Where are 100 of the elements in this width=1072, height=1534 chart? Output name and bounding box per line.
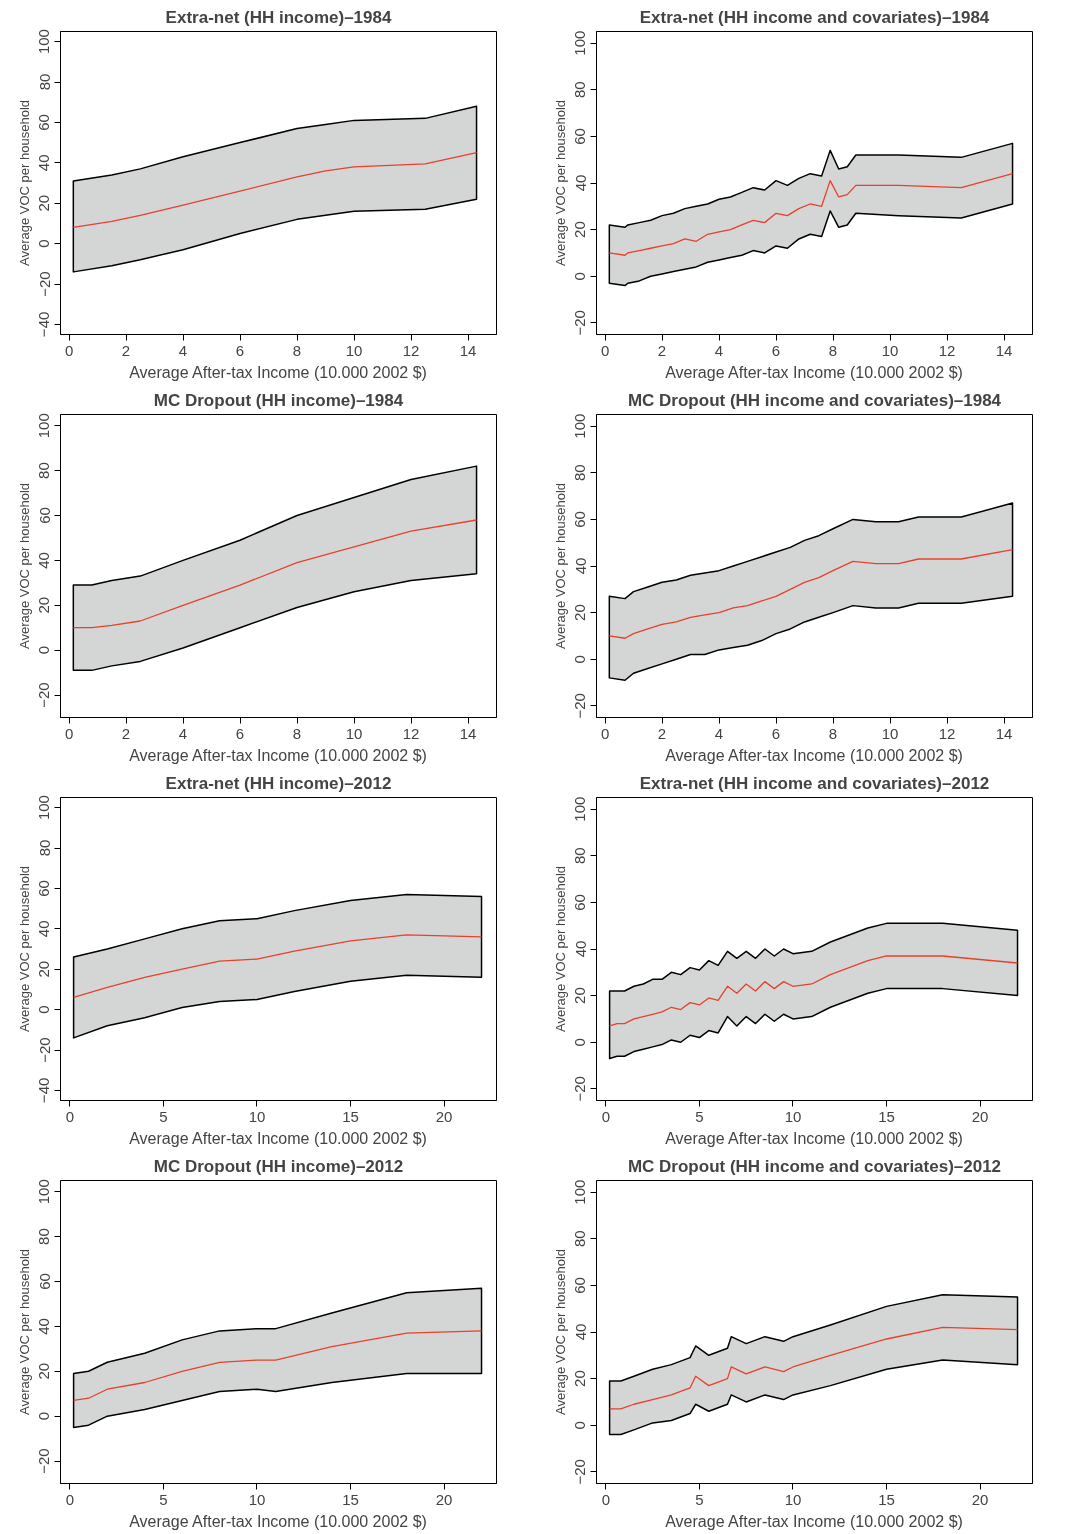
x-tick-label: 15: [878, 1490, 895, 1508]
x-tick-label: 6: [771, 724, 781, 742]
chart-title: Extra-net (HH income)–2012: [165, 773, 392, 793]
x-tick-label: 8: [828, 341, 838, 359]
y-tick-label: 80: [571, 1230, 589, 1248]
y-tick-label: 0: [571, 655, 589, 664]
x-tick-label: 12: [402, 724, 420, 742]
y-tick-label: 80: [571, 81, 589, 99]
x-tick-label: 10: [345, 724, 363, 742]
y-tick-label: 100: [571, 796, 589, 822]
y-tick-label: 20: [35, 1362, 53, 1380]
y-tick-label: 20: [571, 604, 589, 621]
y-tick-label: 40: [35, 552, 53, 569]
y-tick-label: 40: [571, 557, 589, 575]
y-tick-label: 20: [35, 194, 53, 212]
x-axis-title: Average After-tax Income (10.000 2002 $): [665, 746, 963, 764]
x-tick-label: 20: [971, 1107, 989, 1125]
x-axis-title: Average After-tax Income (10.000 2002 $): [665, 363, 963, 381]
y-tick-label: 80: [35, 73, 53, 91]
y-axis-title: Average VOC per household: [552, 866, 568, 1032]
x-tick-label: 0: [601, 1107, 611, 1125]
y-tick-label: 100: [571, 413, 589, 439]
x-tick-label: 14: [459, 341, 477, 359]
y-axis-title: Average VOC per household: [16, 100, 32, 266]
x-tick-label: 15: [342, 1490, 359, 1508]
x-tick-label: 0: [64, 341, 74, 359]
x-tick-label: 2: [121, 341, 131, 359]
y-tick-label: 100: [571, 1179, 589, 1205]
y-tick-label: 0: [571, 1421, 589, 1430]
x-tick-label: 5: [159, 1490, 168, 1508]
x-tick-label: 4: [714, 341, 724, 359]
y-tick-label: 0: [35, 645, 53, 655]
y-tick-label: 80: [35, 462, 53, 479]
x-tick-label: 0: [600, 341, 610, 359]
y-tick-label: 100: [571, 30, 589, 56]
y-axis-title: Average VOC per household: [552, 100, 568, 266]
y-tick-label: 40: [571, 174, 589, 192]
y-tick-label: 80: [571, 847, 589, 865]
x-axis-title: Average After-tax Income (10.000 2002 $): [129, 1129, 427, 1147]
x-tick-label: 10: [881, 341, 899, 359]
x-tick-label: 12: [938, 341, 956, 359]
y-axis-title: Average VOC per household: [16, 483, 32, 649]
chart-title: MC Dropout (HH income)–2012: [153, 1156, 404, 1176]
x-tick-label: 10: [345, 341, 363, 359]
y-tick-label: −20: [35, 1037, 53, 1063]
x-tick-label: 0: [601, 1490, 611, 1508]
x-tick-label: 0: [65, 1107, 75, 1125]
x-tick-label: 6: [235, 341, 245, 359]
y-tick-label: −40: [35, 311, 53, 338]
x-tick-label: 10: [248, 1490, 266, 1508]
x-tick-label: 8: [292, 341, 302, 359]
y-tick-label: 20: [35, 596, 53, 614]
x-tick-label: 6: [235, 724, 245, 742]
x-tick-label: 0: [65, 1490, 75, 1508]
x-tick-label: 20: [435, 1490, 453, 1508]
y-tick-label: −20: [571, 1459, 589, 1485]
y-tick-label: 0: [35, 1411, 53, 1421]
x-tick-label: 4: [178, 724, 188, 742]
y-tick-label: 100: [35, 29, 53, 55]
y-tick-label: 20: [571, 1370, 589, 1387]
y-axis-title: Average VOC per household: [552, 1249, 568, 1415]
y-tick-label: −20: [35, 682, 53, 708]
x-tick-label: 0: [64, 724, 74, 742]
y-tick-label: 40: [35, 1318, 53, 1335]
y-axis-title: Average VOC per household: [16, 866, 32, 1032]
chart-title: Extra-net (HH income and covariates)–2012: [639, 773, 990, 793]
y-tick-label: 60: [35, 880, 53, 897]
y-tick-label: −20: [571, 693, 589, 719]
x-tick-label: 4: [178, 341, 188, 359]
x-tick-label: 2: [657, 341, 667, 359]
chart-title: MC Dropout (HH income)–1984: [153, 390, 404, 410]
x-tick-label: 20: [971, 1490, 989, 1508]
x-tick-label: 5: [159, 1107, 168, 1125]
chart-title: Extra-net (HH income and covariates)–1984: [639, 7, 990, 27]
x-axis-title: Average After-tax Income (10.000 2002 $): [665, 1129, 963, 1147]
chart-title: Extra-net (HH income)–1984: [165, 7, 392, 27]
y-tick-label: −40: [35, 1077, 53, 1104]
x-tick-label: 2: [121, 724, 131, 742]
x-tick-label: 5: [695, 1107, 704, 1125]
y-tick-label: 0: [35, 239, 53, 248]
y-tick-label: 40: [35, 920, 53, 938]
y-tick-label: 60: [35, 114, 53, 131]
x-tick-label: 15: [878, 1107, 895, 1125]
y-tick-label: 0: [571, 1038, 589, 1047]
y-tick-label: 0: [571, 272, 589, 281]
y-tick-label: 80: [35, 1228, 53, 1245]
y-tick-label: 60: [35, 507, 53, 524]
y-tick-label: 60: [571, 511, 589, 528]
x-tick-label: 10: [784, 1490, 802, 1508]
y-tick-label: 40: [571, 940, 589, 958]
y-tick-label: 20: [571, 987, 589, 1004]
x-tick-label: 10: [784, 1107, 802, 1125]
x-axis-title: Average After-tax Income (10.000 2002 $): [129, 746, 427, 764]
y-tick-label: 60: [35, 1273, 53, 1290]
y-tick-label: 60: [571, 128, 589, 145]
y-tick-label: 100: [35, 795, 53, 821]
x-tick-label: 4: [714, 724, 724, 742]
x-tick-label: 12: [938, 724, 956, 742]
y-tick-label: 40: [571, 1323, 589, 1341]
x-tick-label: 20: [435, 1107, 453, 1125]
